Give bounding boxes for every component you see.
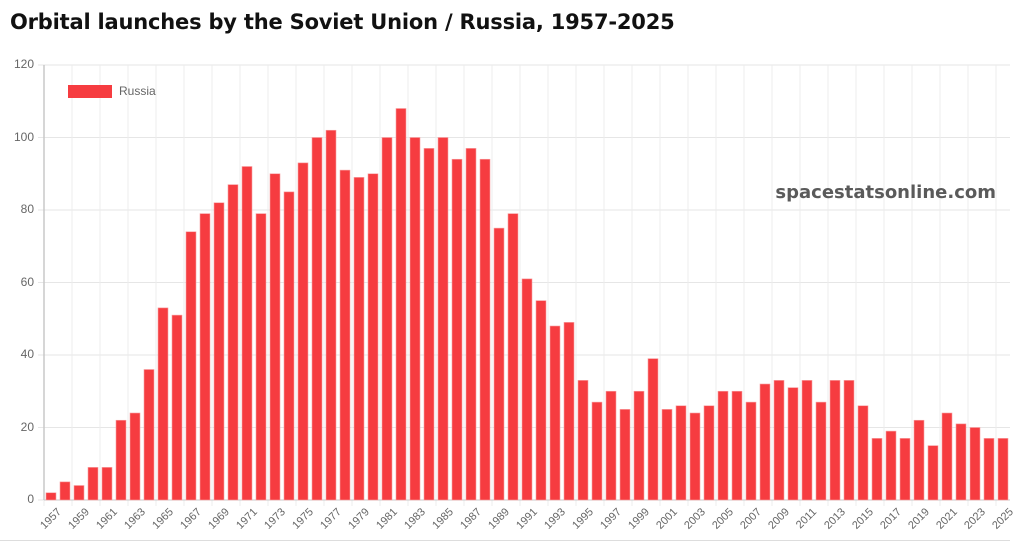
- bar-1959[interactable]: [73, 485, 85, 501]
- bar-1976[interactable]: [311, 137, 323, 501]
- bar-2021[interactable]: [941, 412, 953, 501]
- bar-1971[interactable]: [241, 166, 253, 501]
- bar-2012[interactable]: [815, 401, 827, 501]
- legend-swatch: [68, 84, 112, 98]
- bar-1964[interactable]: [143, 369, 155, 501]
- bar-1969[interactable]: [213, 202, 225, 501]
- bar-2018[interactable]: [899, 438, 911, 501]
- bar-1973[interactable]: [269, 173, 281, 501]
- bar-2022[interactable]: [955, 423, 967, 501]
- bar-1974[interactable]: [283, 191, 295, 501]
- bar-2023[interactable]: [969, 427, 981, 501]
- bar-1992[interactable]: [535, 300, 547, 501]
- bar-1958[interactable]: [59, 481, 71, 501]
- y-tick-label: 0: [27, 492, 34, 506]
- bar-1997[interactable]: [605, 390, 617, 501]
- bar-1968[interactable]: [199, 213, 211, 501]
- bar-1994[interactable]: [563, 322, 575, 501]
- bar-1961[interactable]: [101, 467, 113, 501]
- bar-2002[interactable]: [675, 405, 687, 501]
- bar-2000[interactable]: [647, 358, 659, 501]
- bar-1979[interactable]: [353, 177, 365, 501]
- bar-1995[interactable]: [577, 380, 589, 501]
- bar-2025[interactable]: [997, 438, 1009, 501]
- bar-1988[interactable]: [479, 158, 491, 501]
- bar-1967[interactable]: [185, 231, 197, 501]
- bar-1987[interactable]: [465, 148, 477, 501]
- bar-1999[interactable]: [633, 390, 645, 501]
- bar-2013[interactable]: [829, 380, 841, 501]
- divider: [0, 540, 1010, 541]
- chart-title: Orbital launches by the Soviet Union / R…: [10, 10, 675, 34]
- bar-1957[interactable]: [45, 492, 57, 501]
- bar-2007[interactable]: [745, 401, 757, 501]
- bar-1998[interactable]: [619, 409, 631, 501]
- watermark: spacestatsonline.com: [775, 182, 996, 203]
- bar-1965[interactable]: [157, 307, 169, 501]
- y-tick-label: 20: [20, 419, 34, 434]
- bar-1985[interactable]: [437, 137, 449, 501]
- bar-1989[interactable]: [493, 227, 505, 501]
- bar-2008[interactable]: [759, 383, 771, 501]
- bar-2003[interactable]: [689, 412, 701, 501]
- bar-2016[interactable]: [871, 438, 883, 501]
- bar-1975[interactable]: [297, 162, 309, 501]
- bar-1970[interactable]: [227, 184, 239, 501]
- y-tick-label: 120: [13, 57, 34, 71]
- bar-2004[interactable]: [703, 405, 715, 501]
- bar-2014[interactable]: [843, 380, 855, 501]
- bar-1986[interactable]: [451, 158, 463, 501]
- legend-label: Russia: [119, 84, 156, 98]
- bar-1993[interactable]: [549, 325, 561, 501]
- bar-2006[interactable]: [731, 390, 743, 501]
- bar-2001[interactable]: [661, 409, 673, 501]
- bar-2019[interactable]: [913, 419, 925, 501]
- bar-1996[interactable]: [591, 401, 603, 501]
- bar-1990[interactable]: [507, 213, 519, 501]
- y-tick-label: 40: [20, 347, 34, 361]
- bar-2017[interactable]: [885, 430, 897, 501]
- bar-1984[interactable]: [423, 148, 435, 501]
- bar-1991[interactable]: [521, 278, 533, 501]
- bar-1982[interactable]: [395, 108, 407, 501]
- bar-1981[interactable]: [381, 137, 393, 501]
- bar-1966[interactable]: [171, 314, 183, 501]
- bar-2009[interactable]: [773, 380, 785, 501]
- bar-2015[interactable]: [857, 405, 869, 501]
- legend[interactable]: Russia: [68, 84, 156, 98]
- bar-1962[interactable]: [115, 419, 127, 501]
- bar-2024[interactable]: [983, 438, 995, 501]
- y-tick-label: 60: [20, 274, 34, 289]
- bar-2020[interactable]: [927, 445, 939, 501]
- bar-2011[interactable]: [801, 380, 813, 501]
- bar-1980[interactable]: [367, 173, 379, 501]
- bar-2010[interactable]: [787, 387, 799, 501]
- bar-2005[interactable]: [717, 390, 729, 501]
- bar-1960[interactable]: [87, 467, 99, 501]
- bar-1963[interactable]: [129, 412, 141, 501]
- bar-1978[interactable]: [339, 169, 351, 501]
- y-tick-label: 100: [13, 129, 34, 144]
- bar-1983[interactable]: [409, 137, 421, 501]
- y-tick-label: 80: [20, 202, 34, 216]
- bar-1977[interactable]: [325, 129, 337, 501]
- bar-1972[interactable]: [255, 213, 267, 501]
